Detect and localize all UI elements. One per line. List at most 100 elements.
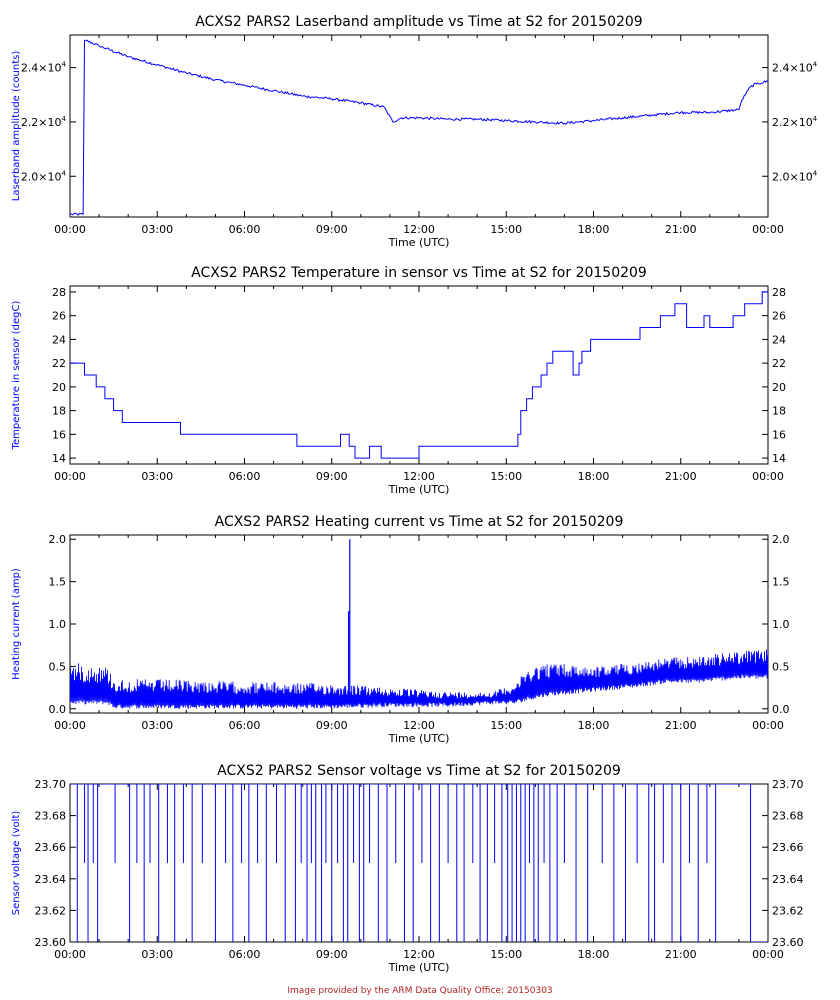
x-tick-label: 21:00 bbox=[665, 470, 697, 483]
series-layer bbox=[70, 539, 768, 709]
chart-panel-4: ACXS2 PARS2 Sensor voltage vs Time at S2… bbox=[11, 763, 804, 974]
chart-panel-2: ACXS2 PARS2 Temperature in sensor vs Tim… bbox=[11, 265, 786, 496]
x-tick-label: 03:00 bbox=[141, 223, 173, 236]
y-tick-label: 14 bbox=[52, 452, 66, 465]
y-tick-label: 23.70 bbox=[35, 778, 67, 791]
x-tick-label: 15:00 bbox=[490, 470, 522, 483]
y-tick-label: 28 bbox=[52, 286, 66, 299]
y-tick-label: 23.70 bbox=[772, 778, 804, 791]
chart-title: ACXS2 PARS2 Laserband amplitude vs Time … bbox=[195, 14, 642, 30]
x-tick-label: 15:00 bbox=[490, 948, 522, 961]
chart-panel-1: ACXS2 PARS2 Laserband amplitude vs Time … bbox=[11, 14, 818, 249]
series-layer bbox=[70, 784, 768, 942]
y-tick-label: 28 bbox=[772, 286, 786, 299]
series-line-heating-current bbox=[70, 649, 768, 709]
chart-title: ACXS2 PARS2 Sensor voltage vs Time at S2… bbox=[217, 763, 621, 779]
y-tick-label: 23.62 bbox=[772, 904, 804, 917]
y-tick-label: 23.64 bbox=[35, 873, 67, 886]
series-line-temperature bbox=[70, 291, 768, 459]
y-tick-label: 16 bbox=[52, 428, 66, 441]
x-tick-label: 00:00 bbox=[752, 223, 784, 236]
x-tick-label: 00:00 bbox=[752, 948, 784, 961]
y-tick-label: 2.0×104 bbox=[772, 169, 818, 183]
x-tick-label: 09:00 bbox=[316, 719, 348, 732]
y-axis-label: Sensor voltage (volt) bbox=[11, 811, 22, 916]
y-tick-label: 18 bbox=[772, 405, 786, 418]
x-tick-label: 21:00 bbox=[665, 719, 697, 732]
y-tick-label: 22 bbox=[772, 357, 786, 370]
y-tick-label: 2.0×104 bbox=[21, 169, 67, 183]
y-tick-label: 0.5 bbox=[49, 660, 67, 673]
y-tick-label: 2.4×104 bbox=[21, 61, 67, 75]
x-tick-label: 15:00 bbox=[490, 223, 522, 236]
plot-frame bbox=[69, 285, 769, 465]
x-tick-label: 15:00 bbox=[490, 719, 522, 732]
y-tick-label: 23.62 bbox=[35, 904, 67, 917]
y-axis-label: Heating current (amp) bbox=[11, 568, 22, 680]
x-tick-label: 00:00 bbox=[54, 223, 86, 236]
x-tick-label: 03:00 bbox=[141, 719, 173, 732]
y-tick-label: 18 bbox=[52, 405, 66, 418]
x-tick-label: 03:00 bbox=[141, 470, 173, 483]
x-axis-label: Time (UTC) bbox=[388, 961, 450, 974]
y-tick-label: 24 bbox=[52, 333, 66, 346]
x-axis-label: Time (UTC) bbox=[388, 732, 450, 745]
x-axis-label: Time (UTC) bbox=[388, 483, 450, 496]
y-tick-label: 20 bbox=[772, 381, 786, 394]
y-tick-label: 23.60 bbox=[35, 936, 67, 949]
y-tick-label: 0.0 bbox=[49, 703, 67, 716]
y-tick-label: 20 bbox=[52, 381, 66, 394]
y-tick-label: 2.0 bbox=[49, 533, 67, 546]
x-tick-label: 21:00 bbox=[665, 223, 697, 236]
series-layer bbox=[70, 291, 768, 459]
x-tick-label: 00:00 bbox=[54, 719, 86, 732]
x-tick-label: 18:00 bbox=[578, 223, 610, 236]
y-tick-label: 2.2×104 bbox=[772, 115, 818, 129]
x-tick-label: 18:00 bbox=[578, 470, 610, 483]
x-tick-label: 03:00 bbox=[141, 948, 173, 961]
y-tick-label: 23.64 bbox=[772, 873, 804, 886]
y-tick-label: 24 bbox=[772, 333, 786, 346]
x-tick-label: 12:00 bbox=[403, 223, 435, 236]
y-tick-label: 2.4×104 bbox=[772, 61, 818, 75]
x-tick-label: 12:00 bbox=[403, 719, 435, 732]
series-line-laserband-amplitude bbox=[70, 39, 768, 216]
x-tick-label: 00:00 bbox=[752, 719, 784, 732]
y-tick-label: 16 bbox=[772, 428, 786, 441]
y-tick-label: 23.68 bbox=[772, 810, 804, 823]
y-tick-label: 0.5 bbox=[772, 660, 790, 673]
series-layer bbox=[70, 39, 768, 216]
x-tick-label: 18:00 bbox=[578, 948, 610, 961]
y-tick-label: 1.5 bbox=[772, 576, 790, 589]
chart-title: ACXS2 PARS2 Temperature in sensor vs Tim… bbox=[191, 265, 647, 281]
y-tick-label: 23.66 bbox=[35, 841, 67, 854]
x-tick-label: 18:00 bbox=[578, 719, 610, 732]
y-tick-label: 23.68 bbox=[35, 810, 67, 823]
y-tick-label: 26 bbox=[772, 310, 786, 323]
x-tick-label: 00:00 bbox=[54, 470, 86, 483]
y-axis-label: Laserband amplitude (counts) bbox=[11, 51, 22, 202]
x-tick-label: 12:00 bbox=[403, 470, 435, 483]
x-tick-label: 21:00 bbox=[665, 948, 697, 961]
x-tick-label: 06:00 bbox=[229, 948, 261, 961]
plot-frame bbox=[69, 534, 769, 714]
y-tick-label: 1.5 bbox=[49, 576, 67, 589]
x-tick-label: 09:00 bbox=[316, 223, 348, 236]
x-tick-label: 06:00 bbox=[229, 470, 261, 483]
x-tick-label: 09:00 bbox=[316, 470, 348, 483]
y-axis-label: Temperature in sensor (degC) bbox=[11, 301, 22, 451]
x-axis-label: Time (UTC) bbox=[388, 236, 450, 249]
x-tick-label: 12:00 bbox=[403, 948, 435, 961]
y-tick-label: 0.0 bbox=[772, 703, 790, 716]
y-tick-label: 2.2×104 bbox=[21, 115, 67, 129]
y-tick-label: 1.0 bbox=[772, 618, 790, 631]
y-tick-label: 23.66 bbox=[772, 841, 804, 854]
chart-panel-3: ACXS2 PARS2 Heating current vs Time at S… bbox=[11, 514, 790, 745]
y-tick-label: 23.60 bbox=[772, 936, 804, 949]
y-tick-label: 22 bbox=[52, 357, 66, 370]
x-tick-label: 09:00 bbox=[316, 948, 348, 961]
plot-frame bbox=[69, 34, 769, 218]
y-tick-label: 26 bbox=[52, 310, 66, 323]
x-tick-label: 06:00 bbox=[229, 719, 261, 732]
